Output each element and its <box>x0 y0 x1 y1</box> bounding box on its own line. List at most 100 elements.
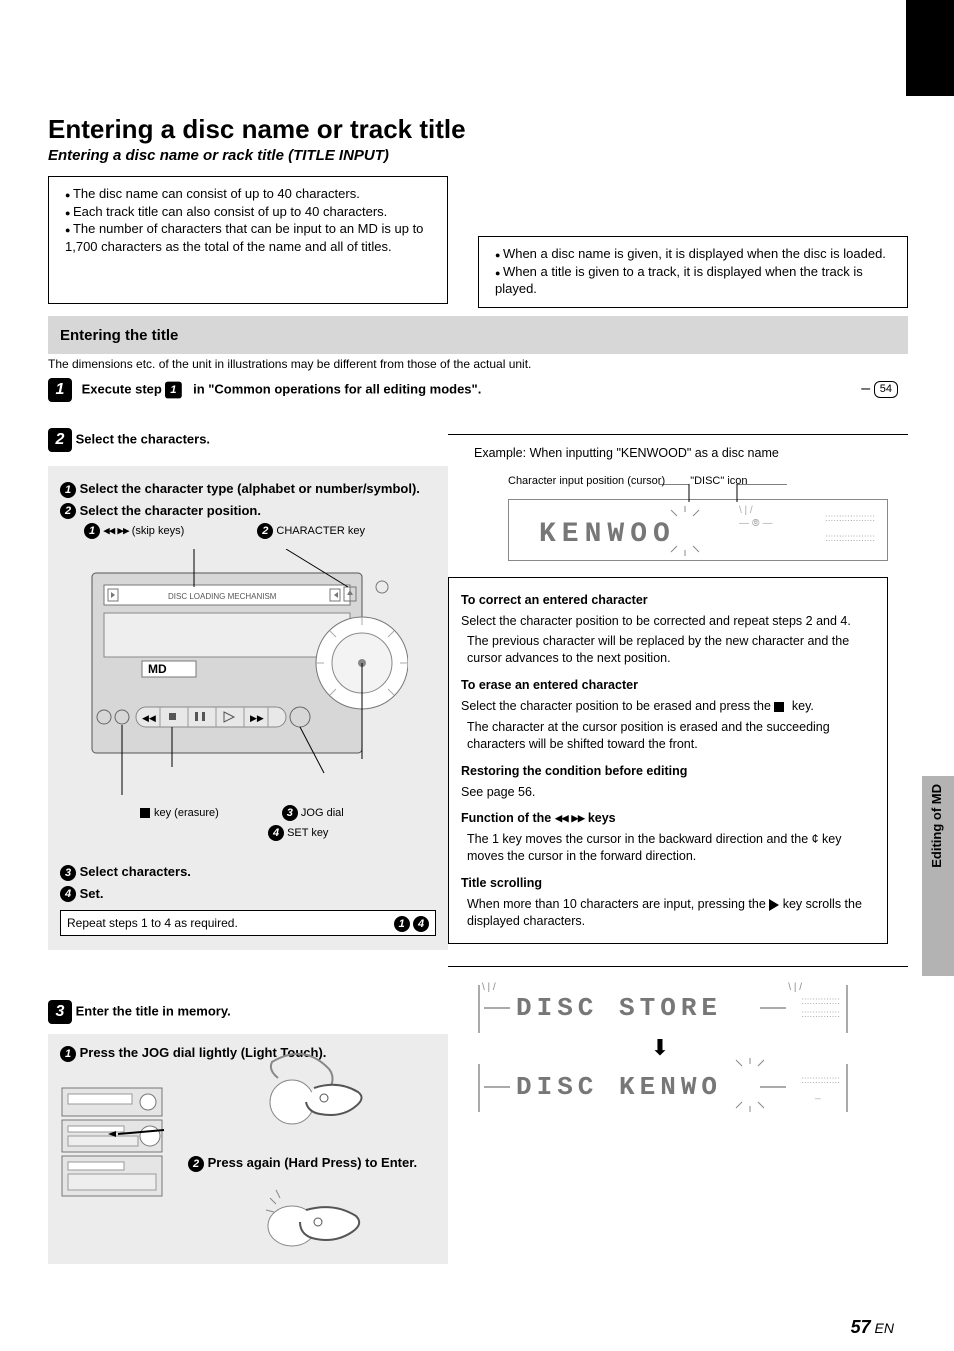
repeat-4: 4 <box>413 916 429 932</box>
step-2: 2 Select the characters. 1 Select the ch… <box>48 428 448 950</box>
box-right-line1: When a disc name is given, it is display… <box>495 245 897 263</box>
char-key-label: CHARACTER key <box>276 525 365 537</box>
step2-head: Select the characters. <box>76 431 210 446</box>
sub-2b: 2 <box>257 523 273 539</box>
lcd1-dots: :::::::::::::::::::::::::::::::::::: <box>825 514 875 544</box>
leader-cursor <box>659 484 699 504</box>
page-title: Entering a disc name or track title <box>48 112 466 147</box>
box-left-line2: Each track title can also consist of up … <box>65 203 437 221</box>
repeat-1: 1 <box>394 916 410 932</box>
ref-correct-p: Select the character position to be corr… <box>461 613 875 630</box>
skip-back-icon-2: ◀◀ <box>555 810 568 825</box>
step2-panel: 1 Select the character type (alphabet or… <box>48 466 448 950</box>
lcd2b-dots: :::::::::::::: _ <box>801 1074 840 1101</box>
device-diagram: DISC LOADING MECHANISM MD <box>88 549 408 799</box>
hand-turn-icon <box>258 1048 378 1138</box>
page-ref-54: 54 <box>874 381 898 398</box>
mini-stereo-diagram <box>58 1084 168 1204</box>
ref-correct-title: To correct an entered character <box>461 593 648 607</box>
lcd2b-text: DISC KENWO <box>480 1064 846 1105</box>
ref-scroll-title: Title scrolling <box>461 876 542 890</box>
page-number: 57 EN <box>851 1315 894 1339</box>
side-tab-label: Editing of MD <box>922 776 952 876</box>
sub-4b: 4 <box>268 825 284 841</box>
dimensions-note: The dimensions etc. of the unit in illus… <box>48 356 531 372</box>
hand-press-icon <box>258 1180 378 1258</box>
corner-black <box>906 0 954 96</box>
ref-scroll-li-pre: When more than 10 characters are input, … <box>467 897 769 911</box>
ref-erase-li: The character at the cursor position is … <box>467 719 875 753</box>
divider-2 <box>448 966 908 967</box>
sub-2: 2 <box>60 503 76 519</box>
step3-panel: 1 Press the JOG dial lightly (Light Touc… <box>48 1034 448 1264</box>
page-number-value: 57 <box>851 1317 871 1337</box>
sub-1: 1 <box>60 482 76 498</box>
ref-erase-title: To erase an entered character <box>461 678 638 692</box>
s3-sub-1: 1 <box>60 1046 76 1062</box>
section-bar: Entering the title <box>48 316 908 354</box>
sub-3b: 3 <box>282 805 298 821</box>
repeat-text: Repeat steps 1 to 4 as required. <box>67 916 238 930</box>
lcd-display-2b: DISC KENWO :::::::::::::: _ <box>478 1064 848 1112</box>
reference-box: To correct an entered character Select t… <box>448 577 888 944</box>
repeat-note: Repeat steps 1 to 4 as required. 1 4 <box>60 910 436 936</box>
lcd1-radiate-icon: \ | /— ⦾ — <box>739 504 773 531</box>
ref-skip-title-pre: Function of the <box>461 811 555 825</box>
skip-back-icon: ◀◀ <box>103 524 114 537</box>
flash-tr-a: \ | / <box>788 981 802 995</box>
step-1-badge: 1 <box>48 378 72 402</box>
ref-skip-title-post: keys <box>584 811 615 825</box>
step-3-badge: 3 <box>48 1000 72 1024</box>
step-3: 3 Enter the title in memory. 1 Press the… <box>48 1000 448 1264</box>
blink-lines-icon <box>665 506 705 556</box>
skip-label: (skip keys) <box>132 525 185 537</box>
ref-correct-li: The previous character will be replaced … <box>467 633 875 667</box>
ref-erase-p-a: Select the character position to be eras… <box>461 699 771 713</box>
step2-s3: Select characters. <box>80 864 191 879</box>
svg-text:MD: MD <box>148 662 167 676</box>
stop-icon-ref <box>774 702 784 712</box>
sub-3: 3 <box>60 865 76 881</box>
cursor-label: Character input position (cursor) <box>508 475 665 487</box>
step2-s1: Select the character type (alphabet or n… <box>80 481 420 496</box>
svg-text:◀◀: ◀◀ <box>142 713 156 723</box>
skip-fwd-icon: ▶▶ <box>117 524 128 537</box>
lcd2a-dots: :::::::::::::::::::::::::::: <box>801 995 840 1022</box>
device-svg: DISC LOADING MECHANISM MD <box>88 549 408 799</box>
sub-1b: 1 <box>84 523 100 539</box>
divider-1 <box>448 434 908 435</box>
s3-sub-2: 2 <box>188 1156 204 1172</box>
step-1: 1 Execute step 1 in "Common operations f… <box>48 378 908 402</box>
sub-4: 4 <box>60 886 76 902</box>
step-2-badge: 2 <box>48 428 72 452</box>
step-1-ref-badge: 1 <box>165 382 182 399</box>
box-left-line1: The disc name can consist of up to 40 ch… <box>65 185 437 203</box>
box-right-line2: When a title is given to a track, it is … <box>495 263 897 298</box>
right-column: Example: When inputting "KENWOOD" as a d… <box>448 428 908 1112</box>
step2-s2: Select the character position. <box>80 503 261 518</box>
svg-text:DISC LOADING MECHANISM: DISC LOADING MECHANISM <box>168 592 277 601</box>
flash-tl -a: \ | / <box>482 981 496 995</box>
stop-icon <box>140 808 150 818</box>
step3-s2: Press again (Hard Press) to Enter. <box>208 1155 418 1170</box>
info-box-left: The disc name can consist of up to 40 ch… <box>48 176 448 304</box>
svg-text:▶▶: ▶▶ <box>250 713 264 723</box>
ref-skip-li: The 1 key moves the cursor in the backwa… <box>467 831 875 865</box>
step1-post: in "Common operations for all editing mo… <box>193 381 481 396</box>
stop-key-label: key (erasure) <box>154 807 219 819</box>
down-arrow-icon: ⬇ <box>648 1033 672 1063</box>
example-text: Example: When inputting "KENWOOD" as a d… <box>474 445 908 462</box>
blink-lines-icon-2 <box>730 1058 770 1114</box>
step3-head: Enter the title in memory. <box>76 1003 231 1018</box>
step2-s4: Set. <box>80 886 104 901</box>
page-subtitle: Entering a disc name or rack title (TITL… <box>48 146 389 166</box>
display-pair: DISC STORE \ | / \ | / :::::::::::::::::… <box>478 985 908 1113</box>
lcd1-text: KENWOO <box>539 516 676 554</box>
ref-restore-title: Restoring the condition before editing <box>461 764 687 778</box>
side-tab: Editing of MD <box>922 776 954 976</box>
skip-fwd-icon-2: ▶▶ <box>571 810 584 825</box>
lcd-display-2a: DISC STORE \ | / \ | / :::::::::::::::::… <box>478 985 848 1033</box>
info-box-right: When a disc name is given, it is display… <box>478 236 908 308</box>
leader-disc <box>727 484 787 504</box>
step1-pre: Execute step <box>82 381 162 396</box>
